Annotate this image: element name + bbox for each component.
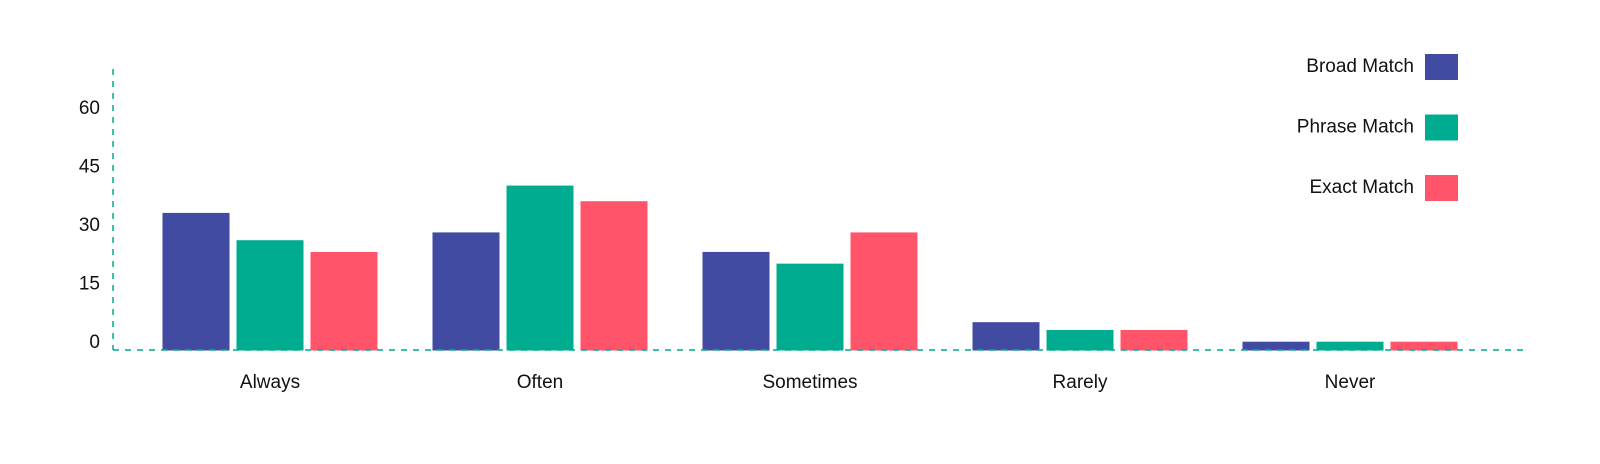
y-tick-label: 30	[79, 215, 100, 236]
x-tick-label: Sometimes	[762, 372, 857, 393]
legend-label: Exact Match	[1309, 177, 1414, 198]
legend-swatch	[1425, 54, 1458, 80]
legend-label: Broad Match	[1306, 56, 1414, 77]
y-tick-label: 60	[79, 98, 100, 119]
bar	[850, 232, 918, 351]
bar	[702, 251, 770, 351]
bar	[236, 240, 304, 351]
y-tick-label: 45	[79, 156, 100, 177]
bar	[1316, 341, 1384, 351]
legend-swatch	[1425, 114, 1458, 141]
y-tick-label: 0	[89, 332, 100, 353]
bar	[1390, 341, 1458, 351]
x-tick-label: Never	[1325, 372, 1376, 393]
bar	[162, 212, 230, 351]
bar	[1242, 341, 1310, 351]
bar	[776, 263, 844, 351]
bar	[432, 232, 500, 351]
x-tick-label: Always	[240, 372, 300, 393]
bar	[310, 251, 378, 351]
bar	[972, 322, 1040, 351]
legend-label: Phrase Match	[1297, 117, 1414, 138]
bar	[1046, 329, 1114, 351]
y-tick-label: 15	[79, 273, 100, 294]
bar	[1120, 329, 1188, 351]
bar	[580, 201, 648, 351]
x-tick-label: Rarely	[1053, 372, 1108, 393]
legend-swatch	[1425, 175, 1458, 201]
x-tick-label: Often	[517, 372, 563, 393]
bar	[506, 185, 574, 351]
